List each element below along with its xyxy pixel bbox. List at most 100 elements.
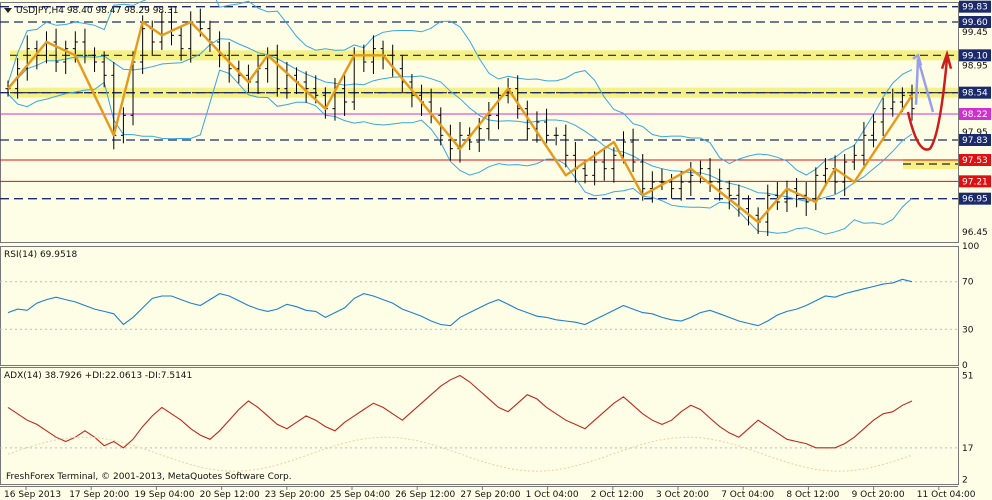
price-bar [851, 144, 857, 170]
price-tag-bg [959, 154, 991, 166]
price-bar [515, 75, 521, 119]
x-tick-label: 8 Oct 12:00 [786, 490, 839, 500]
menu-triangle-icon [4, 8, 12, 13]
x-tick-label: 17 Sep 20:00 [69, 490, 129, 500]
price-bar [601, 148, 607, 181]
x-tick-label: 11 Oct 04:00 [917, 490, 976, 500]
rsi-tick-label: 0 [962, 361, 968, 371]
band-middle [7, 38, 913, 202]
price-bar [832, 155, 838, 194]
price-bar [342, 75, 348, 116]
zigzag-line [7, 20, 913, 224]
price-tag-bg [959, 134, 991, 146]
price-tag-bg [959, 49, 991, 62]
price-bar [495, 87, 501, 130]
price-bar [736, 184, 742, 217]
price-tag-label: 99.60 [962, 18, 988, 28]
panel-frame-2 [0, 246, 959, 366]
price-bar [822, 158, 828, 186]
price-bar [120, 107, 126, 144]
forecast-path-blue [914, 58, 935, 113]
price-tag-label: 99.83 [962, 3, 988, 13]
price-tag-label: 97.53 [962, 156, 988, 166]
price-tag-bg [959, 0, 991, 13]
price-bar [659, 168, 665, 190]
price-bar [544, 108, 550, 144]
price-tag-label: 98.22 [962, 110, 988, 120]
band-lower [7, 69, 913, 235]
price-bar [92, 47, 98, 72]
price-bar [534, 111, 540, 143]
adx-tick-label: 17 [962, 444, 973, 454]
x-tick-label: 2 Oct 12:00 [591, 490, 644, 500]
price-bar [82, 28, 88, 64]
rsi-tick-label: 30 [962, 325, 974, 335]
price-bar [630, 128, 636, 172]
price-bar [178, 27, 184, 61]
price-tag-bg [959, 175, 991, 188]
adx-line [7, 374, 913, 449]
forecast-arrowhead-blue [912, 53, 923, 66]
price-tag: 99.83 [959, 0, 991, 13]
price-bar [563, 124, 569, 168]
price-bar [447, 124, 453, 161]
rsi-title: RSI(14) 69.9518 [4, 250, 77, 260]
price-bar [63, 40, 69, 74]
adx-tick-label: 51 [962, 372, 973, 382]
rsi-tick-label: 70 [962, 278, 974, 288]
adx-tick-label: 2 [962, 476, 968, 486]
price-bar [53, 28, 59, 72]
price-bar [697, 160, 703, 184]
price-tag-label: 97.21 [962, 177, 988, 187]
price-bar [649, 171, 655, 203]
price-bar [592, 151, 598, 186]
y-tick-label: 99.45 [962, 28, 988, 38]
x-tick-label: 19 Sep 04:00 [134, 490, 194, 500]
price-tag: 97.53 [959, 154, 991, 166]
x-tick-label: 16 Sep 2013 [4, 490, 61, 500]
x-tick-label: 26 Sep 12:00 [395, 490, 455, 500]
price-bar [457, 122, 463, 163]
price-tag-bg [959, 86, 991, 99]
price-chart-title: USDJPY,H4 98.40 98.47 98.29 98.31 [16, 6, 178, 16]
price-tag: 97.21 [959, 175, 991, 188]
x-tick-label: 3 Oct 20:00 [656, 490, 709, 500]
price-bar [678, 171, 684, 201]
x-tick-label: 9 Oct 20:00 [852, 490, 905, 500]
price-bar [861, 122, 867, 166]
rsi-line [7, 278, 913, 327]
price-bar [553, 127, 559, 146]
price-tag: 96.95 [959, 192, 991, 205]
price-bar [303, 71, 309, 103]
adx-title: ADX(14) 38.7926 +DI:22.0613 -DI:7.5141 [4, 371, 192, 381]
price-tag: 97.83 [959, 134, 991, 146]
x-tick-label: 23 Sep 20:00 [265, 490, 325, 500]
x-tick-label: 25 Sep 04:00 [330, 490, 390, 500]
forecast-arrowhead-red [940, 49, 953, 70]
price-bar [572, 142, 578, 183]
price-bar [399, 55, 405, 92]
price-bar [774, 182, 780, 210]
x-tick-label: 1 Oct 04:00 [526, 490, 579, 500]
price-tag: 98.22 [959, 108, 991, 120]
price-bar [168, 8, 174, 46]
price-tag: 98.54 [959, 86, 991, 99]
x-tick-label: 7 Oct 04:00 [721, 490, 774, 500]
y-tick-label: 98.95 [962, 61, 988, 71]
price-bar [611, 147, 617, 183]
rsi-tick-label: 100 [962, 242, 979, 252]
x-tick-label: 27 Sep 20:00 [460, 490, 520, 500]
price-tag-label: 97.83 [962, 136, 988, 146]
plus-di-line [7, 436, 913, 472]
price-tag: 99.10 [959, 49, 991, 62]
price-bar [390, 44, 396, 77]
price-bar [524, 100, 530, 141]
price-bar [101, 51, 107, 88]
price-bar [274, 44, 280, 97]
price-bar [582, 160, 588, 184]
y-tick-label: 96.45 [962, 228, 988, 238]
x-tick-label: 20 Sep 12:00 [200, 490, 260, 500]
price-bar [880, 98, 886, 136]
